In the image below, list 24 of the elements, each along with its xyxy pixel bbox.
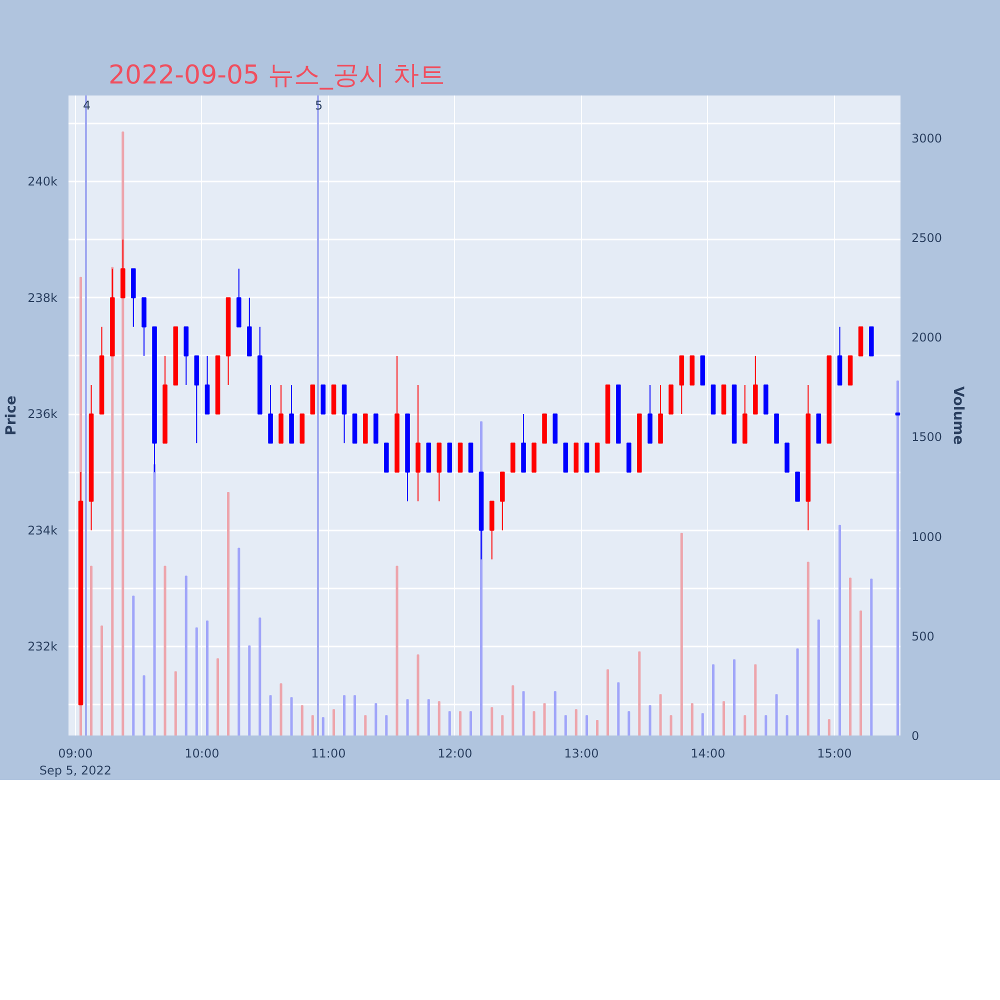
y2-tick-label: 1000 [912, 530, 942, 544]
y2-tick-label: 2500 [912, 231, 942, 246]
y-tick-label: 232k [28, 640, 58, 654]
y2-tick-label: 500 [912, 629, 934, 644]
x-tick-label: 13:00 [564, 746, 599, 760]
y-tick-label: 238k [28, 290, 58, 305]
y-axis-title: Price [4, 396, 20, 436]
y2-tick-label: 2000 [912, 330, 942, 345]
y2-tick-label: 1500 [912, 430, 942, 444]
x-tick-label: 12:00 [438, 746, 472, 760]
y2-tick-label: 3000 [912, 131, 942, 146]
chart-title: 2022-09-05 뉴스_공시 차트 [108, 60, 446, 90]
y-tick-label: 234k [28, 523, 58, 538]
y2-tick-label: 0 [912, 729, 920, 743]
y-tick-label: 240k [28, 174, 58, 189]
x-tick-label: 11:00 [311, 746, 346, 760]
x-tick-label: 10:00 [184, 746, 220, 760]
x-tick-label: 09:00 Sep 5, 2022 [39, 746, 112, 778]
annotation: 5 [314, 98, 323, 112]
annotation: 4 [82, 98, 91, 112]
y-tick-label: 236k [28, 407, 58, 422]
x-tick-label: 15:00 [817, 746, 852, 760]
x-tick-label: 14:00 [690, 746, 726, 760]
y2-axis-title: Volume [950, 386, 966, 445]
